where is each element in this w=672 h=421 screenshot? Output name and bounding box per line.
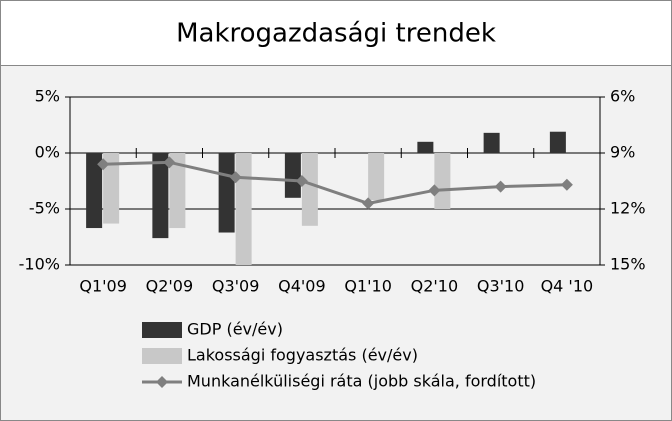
bar [169,153,186,229]
line-marker [229,171,242,184]
y-tick-label: -5% [29,199,60,218]
bar [235,153,252,265]
bar [434,153,451,209]
line-marker [295,175,308,187]
line-marker [494,180,507,193]
bar [86,153,103,229]
x-tick-label: Q1'09 [79,277,127,296]
title-box [0,0,672,66]
line-marker [362,197,375,210]
x-tick-label: Q1'10 [344,277,392,296]
bar [417,141,434,153]
line-marker [163,156,176,169]
chart-title: Makrogazdasági trendek [176,19,496,49]
bar [218,153,235,233]
legend-label: Munkanélküliségi ráta (jobb skála, fordí… [187,372,536,391]
y2-tick-label: 12% [610,199,646,218]
bar [103,153,120,224]
legend-marker [156,376,168,388]
x-tick-label: Q2'10 [411,277,459,296]
x-tick-label: Q4'09 [278,277,326,296]
y2-tick-label: 15% [610,255,646,274]
legend-swatch [142,348,182,364]
bar [284,153,301,198]
y2-tick-label: 6% [610,87,635,106]
bar [152,153,169,239]
x-tick-label: Q4 '10 [541,277,594,296]
x-tick-label: Q2'09 [146,277,194,296]
line-marker [97,158,110,171]
legend-label: Lakossági fogyasztás (év/év) [187,346,418,365]
legend-swatch [142,322,182,338]
line-marker [428,184,441,197]
y-tick-label: 0% [35,143,60,162]
line [103,160,567,205]
y-tick-label: 5% [35,87,60,106]
bar [301,153,318,226]
x-tick-label: Q3'10 [477,277,525,296]
bar [549,131,566,153]
y-tick-label: -10% [19,255,60,274]
bar [368,153,385,201]
line-marker [560,178,573,191]
legend-label: GDP (év/év) [187,320,283,339]
y2-tick-label: 9% [610,143,635,162]
x-tick-label: Q3'09 [212,277,260,296]
bar [483,132,500,153]
